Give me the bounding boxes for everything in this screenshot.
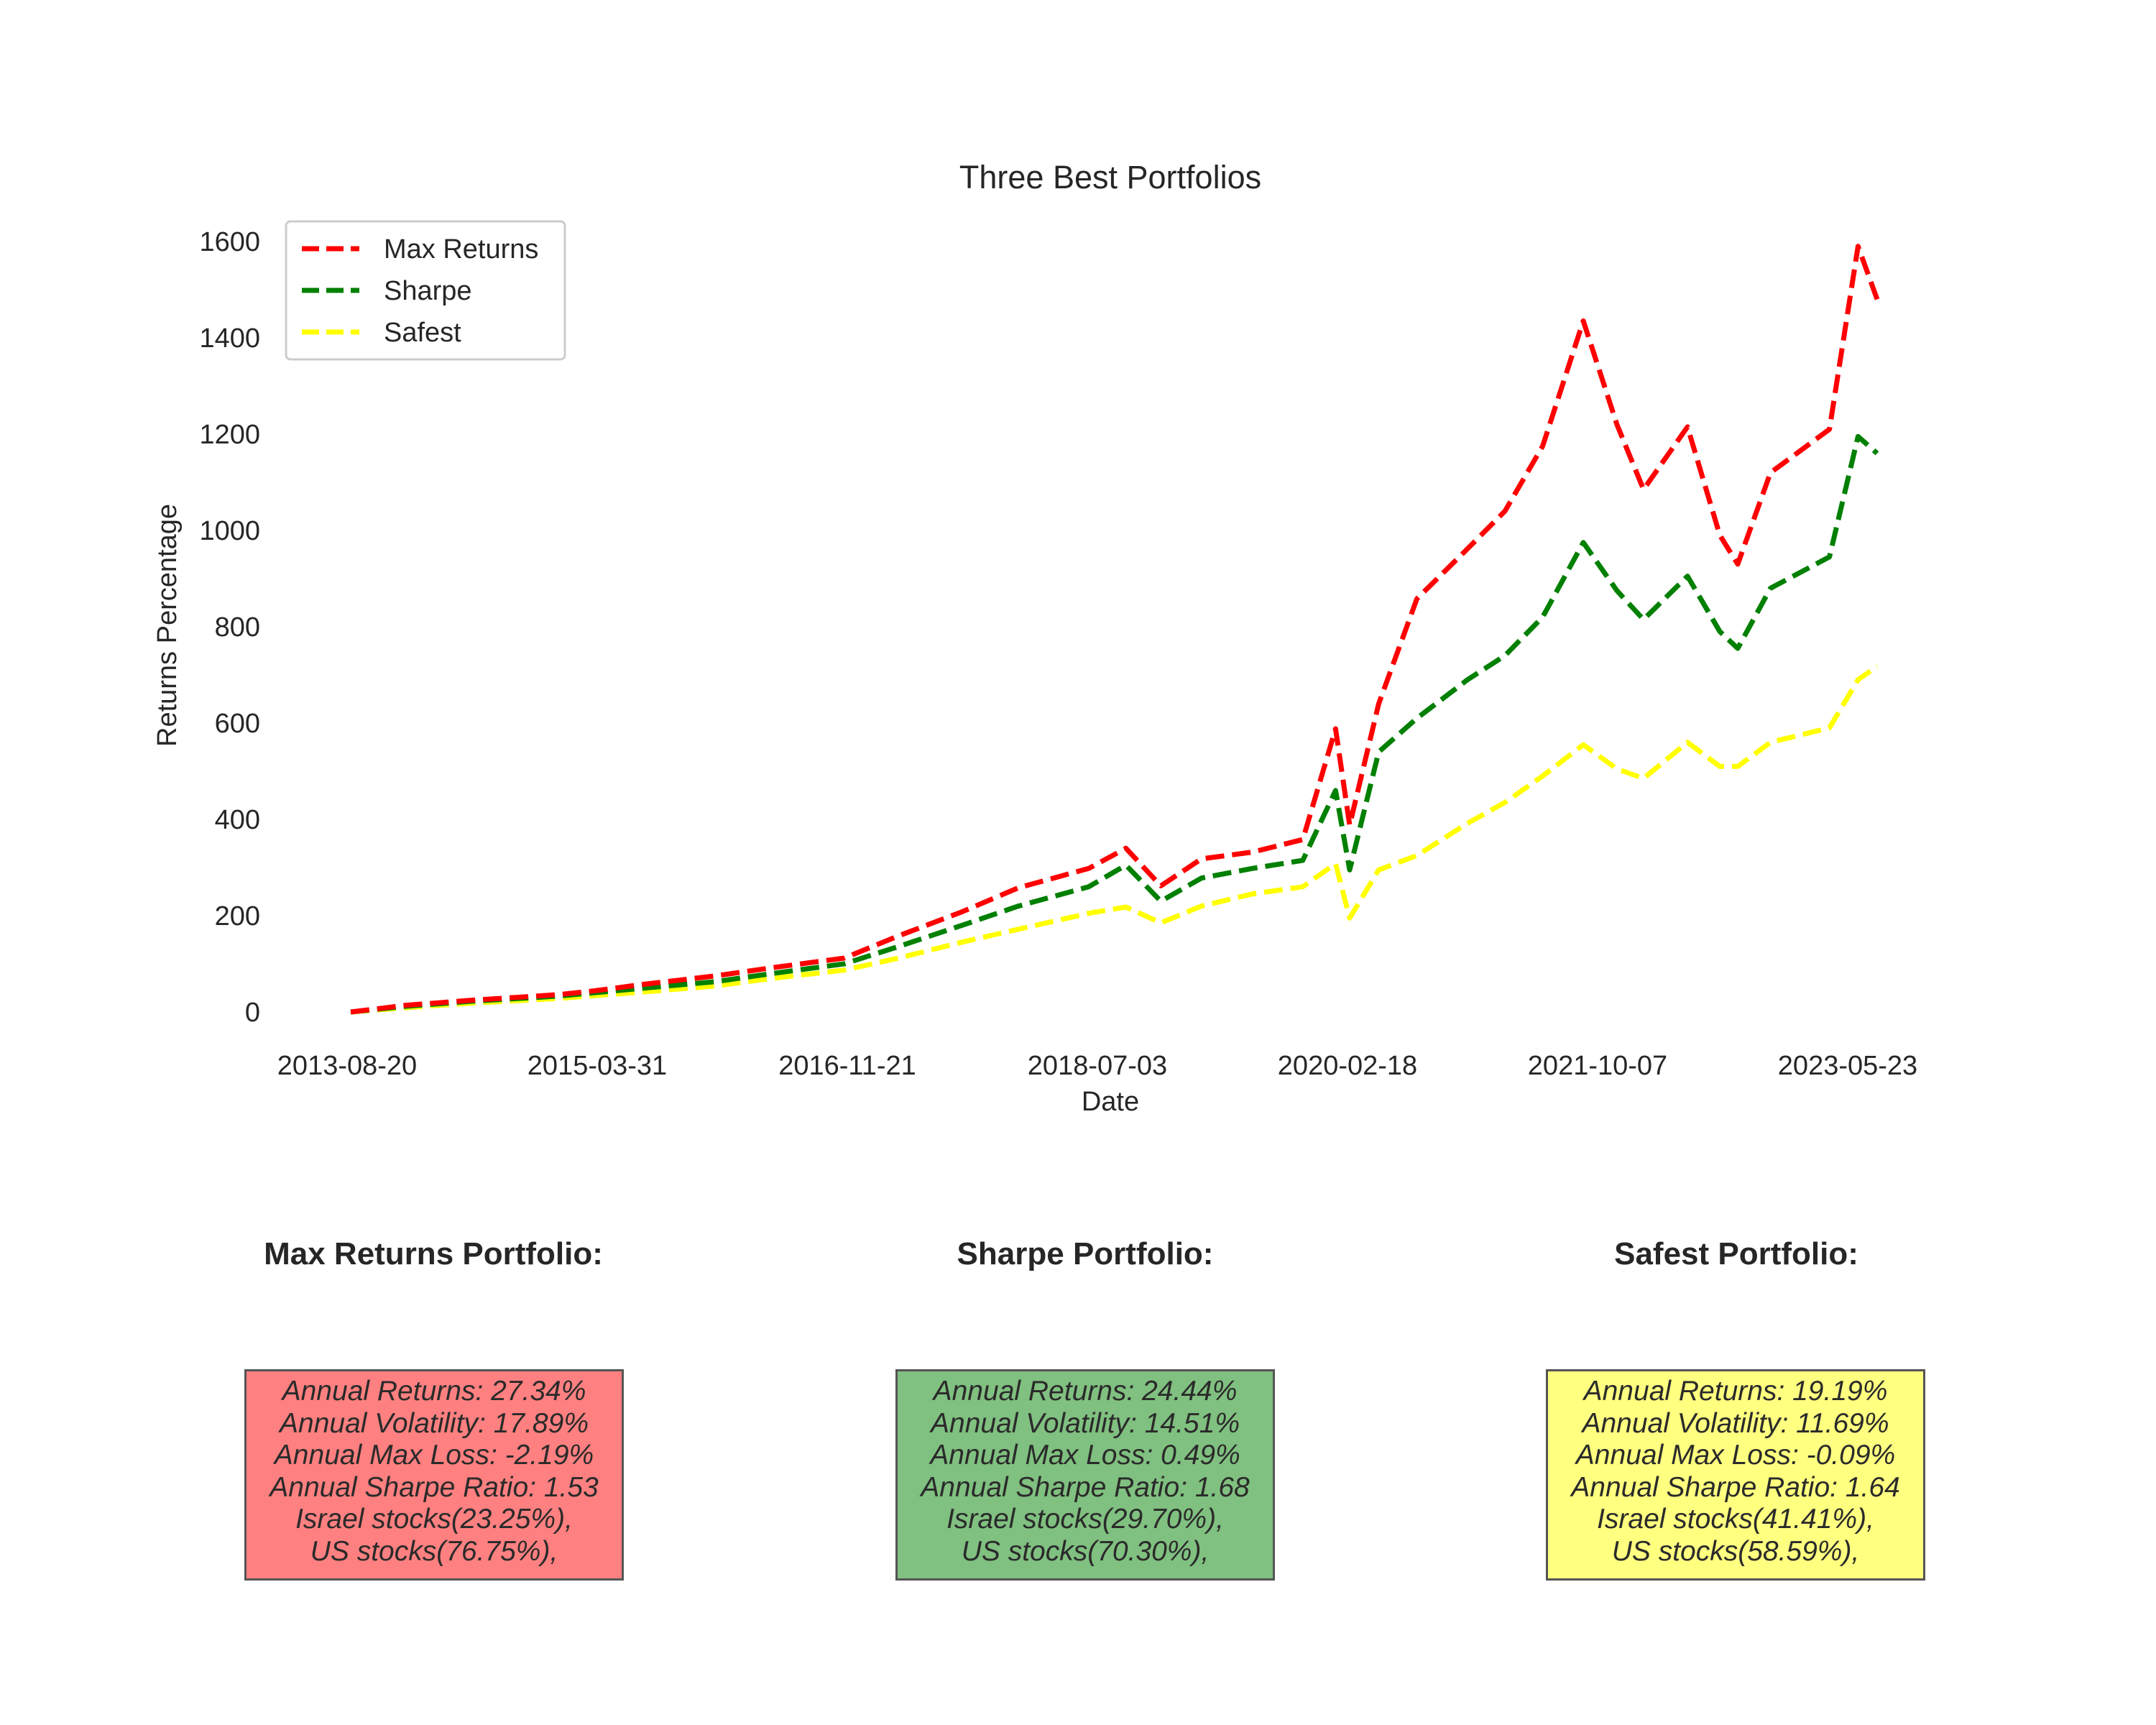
sharpe-annual-returns: Annual Returns: 24.44% (933, 1376, 1238, 1407)
x-axis-ticks: 2013-08-20 2015-03-31 2016-11-21 2018-07-03… (277, 1051, 1917, 1081)
x-tick-label: 2016-11-21 (778, 1051, 916, 1081)
sharpe-sharpe-ratio: Annual Sharpe Ratio: 1.68 (921, 1471, 1250, 1503)
series-line-sharpe (350, 433, 1879, 1015)
y-tick-label: 400 (215, 805, 260, 835)
y-axis-label: Returns Percentage (152, 504, 183, 747)
y-axis-ticks: 0 200 400 600 800 1000 1200 1400 1600 (199, 227, 260, 1028)
portfolio-returns-chart: Three Best Portfolios 0 200 400 600 800 1000 1… (152, 159, 1917, 1117)
chart-title: Three Best Portfolios (959, 159, 1261, 196)
safest-annual-returns: Annual Returns: 19.19% (1583, 1376, 1888, 1407)
series-line-safest (350, 664, 1879, 1015)
sharpe-annual-volatility: Annual Volatility: 14.51% (931, 1407, 1240, 1439)
x-tick-label: 2021-10-07 (1528, 1051, 1667, 1081)
sharpe-us-stocks: US stocks(70.30%), (961, 1535, 1210, 1567)
max-returns-israel-stocks: Israel stocks(23.25%), (295, 1504, 573, 1535)
legend-label-max-returns: Max Returns (384, 234, 538, 264)
series-line-max-returns (350, 244, 1880, 1015)
max-returns-portfolio-title: Max Returns Portfolio: (264, 1236, 603, 1271)
sharpe-portfolio-box: Annual Returns: 24.44% Annual Volatility… (895, 1369, 1275, 1581)
x-tick-label: 2013-08-20 (277, 1051, 417, 1081)
max-returns-us-stocks: US stocks(76.75%), (310, 1535, 558, 1567)
y-tick-label: 200 (215, 901, 260, 932)
y-tick-label: 1600 (199, 227, 260, 257)
y-tick-label: 1200 (199, 420, 260, 450)
sharpe-annual-max-loss: Annual Max Loss: 0.49% (930, 1440, 1240, 1471)
safest-sharpe-ratio: Annual Sharpe Ratio: 1.64 (1571, 1471, 1900, 1503)
y-tick-label: 600 (215, 709, 260, 739)
safest-us-stocks: US stocks(58.59%), (1611, 1535, 1860, 1567)
y-tick-label: 800 (215, 612, 260, 643)
safest-portfolio-box: Annual Returns: 19.19% Annual Volatility… (1546, 1369, 1925, 1581)
x-tick-label: 2023-05-23 (1778, 1051, 1917, 1081)
max-returns-annual-volatility: Annual Volatility: 17.89% (280, 1407, 589, 1439)
safest-annual-volatility: Annual Volatility: 11.69% (1582, 1407, 1889, 1439)
safest-portfolio-title: Safest Portfolio: (1614, 1236, 1858, 1271)
y-tick-label: 1000 (199, 516, 260, 546)
series-lines (350, 244, 1880, 1015)
max-returns-portfolio-box: Annual Returns: 27.34% Annual Volatility… (244, 1369, 624, 1581)
x-tick-label: 2015-03-31 (528, 1051, 667, 1081)
legend: Max Returns Sharpe Safest (285, 220, 566, 361)
legend-label-sharpe: Sharpe (384, 276, 472, 306)
legend-label-safest: Safest (384, 318, 461, 348)
x-axis-label: Date (1082, 1087, 1139, 1117)
sharpe-israel-stocks: Israel stocks(29.70%), (946, 1504, 1224, 1535)
x-tick-label: 2020-02-18 (1278, 1051, 1417, 1081)
sharpe-portfolio-title: Sharpe Portfolio: (957, 1236, 1214, 1271)
safest-annual-max-loss: Annual Max Loss: -0.09% (1575, 1440, 1896, 1471)
legend-frame (285, 220, 566, 361)
safest-israel-stocks: Israel stocks(41.41%), (1597, 1504, 1874, 1535)
max-returns-annual-max-loss: Annual Max Loss: -2.19% (274, 1440, 594, 1471)
x-tick-label: 2018-07-03 (1028, 1051, 1167, 1081)
max-returns-annual-returns: Annual Returns: 27.34% (282, 1376, 586, 1407)
y-tick-label: 1400 (199, 323, 260, 354)
y-tick-label: 0 (245, 998, 260, 1028)
max-returns-sharpe-ratio: Annual Sharpe Ratio: 1.53 (270, 1471, 599, 1503)
